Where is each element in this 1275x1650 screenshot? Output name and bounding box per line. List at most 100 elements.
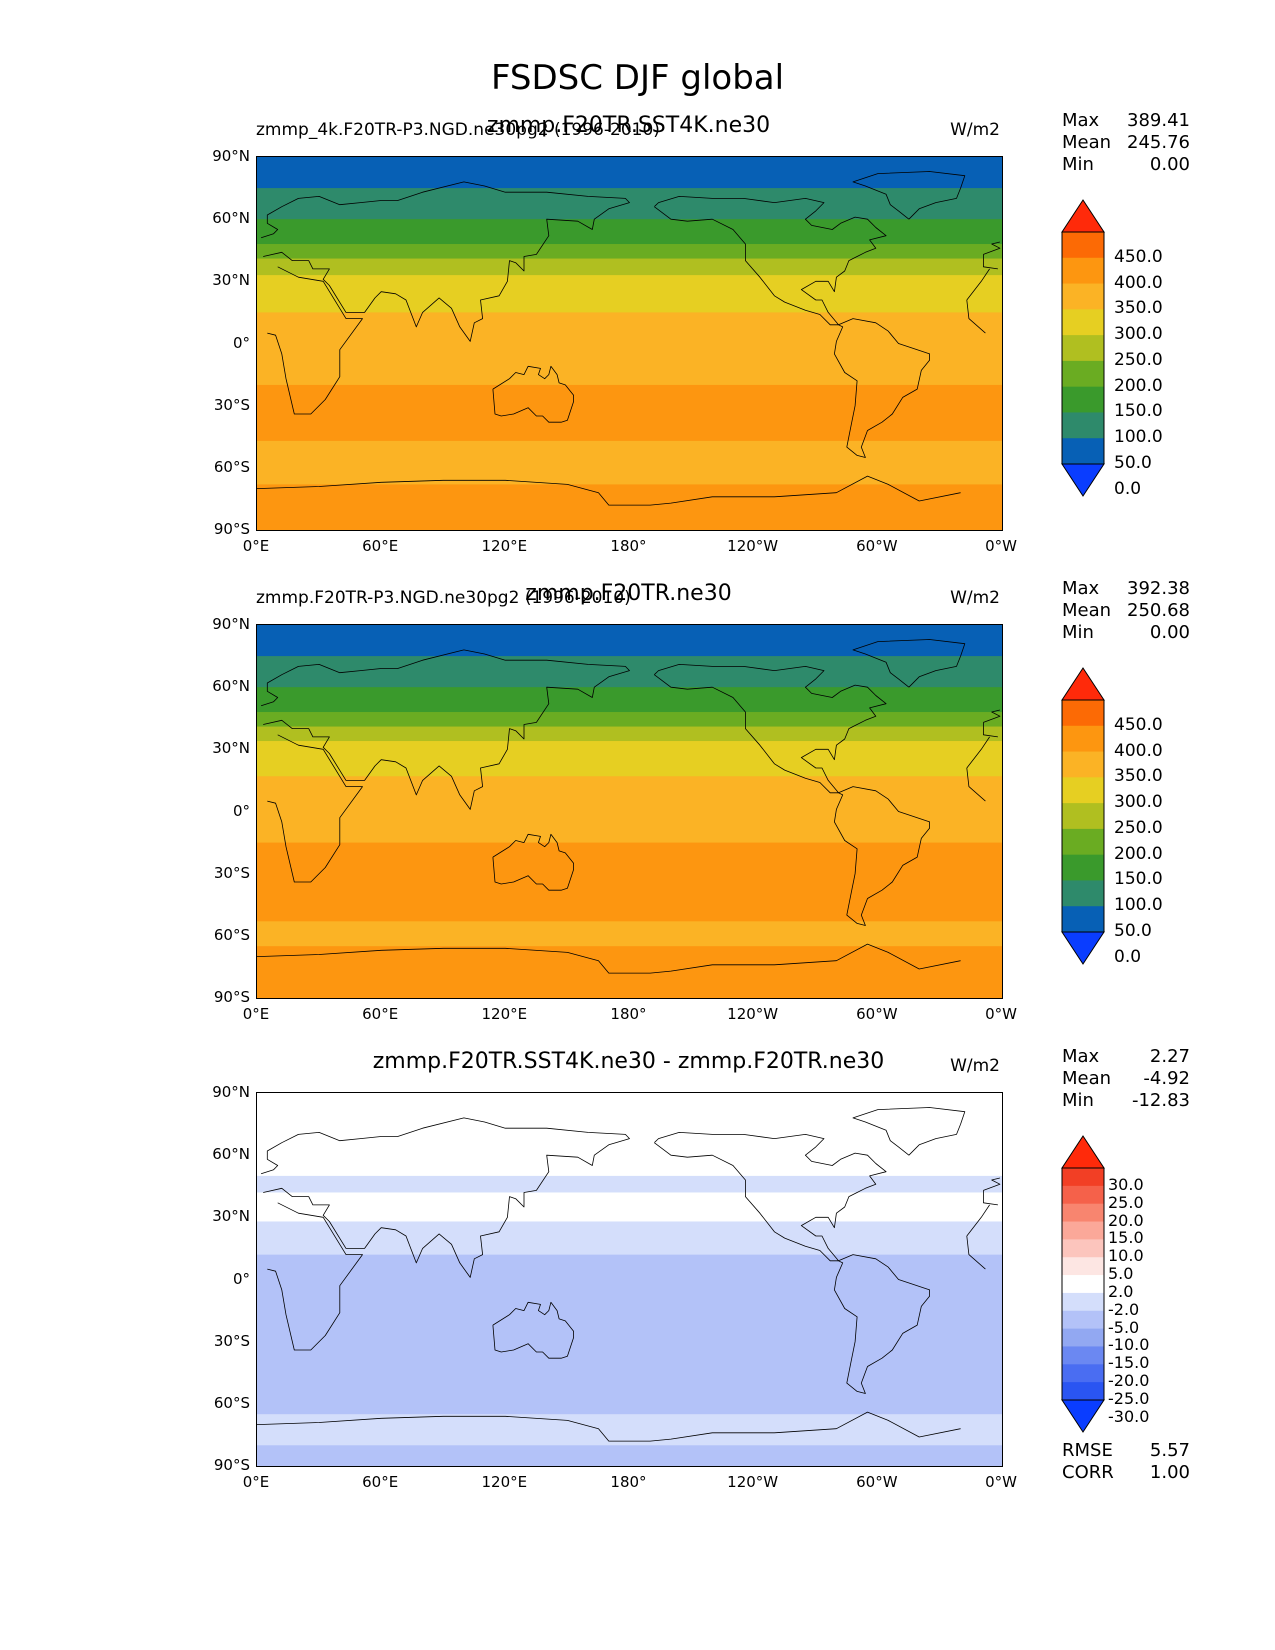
- coastline-eurasia: [260, 181, 1001, 342]
- lon-tick-label: 120°E: [481, 1473, 528, 1491]
- colorbar-segment: [1062, 700, 1104, 727]
- lon-tick-label: 180°: [610, 1473, 647, 1491]
- colorbar-segment: [1062, 1257, 1104, 1276]
- coastline-antarctica: [257, 943, 961, 974]
- stat-label: Mean: [1062, 600, 1112, 621]
- colorbar-tick-label: 350.0: [1114, 298, 1163, 319]
- coastline-australia: [492, 365, 574, 423]
- colorbar-tick-label: 400.0: [1114, 272, 1163, 293]
- colorbar-segment: [1062, 906, 1104, 933]
- map-canvas: [257, 625, 1002, 998]
- colorbar-extend-max: [1061, 667, 1105, 701]
- metric-value: 1.00: [1149, 1462, 1190, 1483]
- figure-title: FSDSC DJF global: [490, 58, 785, 98]
- colorbar-tick-label: 100.0: [1114, 895, 1163, 916]
- colorbar-tick-label: 50.0: [1114, 453, 1152, 473]
- colorbar-segment: [1062, 283, 1104, 310]
- map-plot-area: [256, 1092, 1003, 1467]
- colorbar-tick-label: 250.0: [1114, 817, 1163, 838]
- contour-band: [257, 188, 1002, 220]
- colorbar-tick-label: -10.0: [1108, 1335, 1150, 1355]
- panel-title: zmmp.F20TR.SST4K.ne30 - zmmp.F20TR.ne30: [372, 1049, 885, 1074]
- coastline-antarctica: [257, 475, 961, 506]
- colorbar-extend-max: [1061, 1135, 1105, 1169]
- stat-value: 0.00: [1149, 154, 1190, 175]
- lat-tick-label: 60°S: [213, 925, 250, 944]
- colorbar-tick-label: 0.0: [1114, 478, 1142, 499]
- stat-label: Min: [1062, 1090, 1094, 1111]
- colorbar-segment: [1062, 360, 1104, 388]
- colorbar-segment: [1062, 854, 1104, 881]
- lat-tick-label: 30°S: [213, 395, 250, 414]
- panel-left-label: zmmp.F20TR-P3.NGD.ne30pg2 (1996-2010): [256, 588, 631, 608]
- colorbar-frame: [1061, 699, 1105, 933]
- colorbar-tick-label: 100.0: [1114, 427, 1163, 448]
- lon-tick-label: 0°W: [985, 1005, 1017, 1023]
- colorbar-segment: [1062, 309, 1104, 336]
- coastline-greenland: [852, 639, 966, 688]
- colorbar-extend-min: [1061, 1399, 1105, 1433]
- colorbar-segment: [1062, 1292, 1104, 1312]
- lat-tick-label: 90°N: [212, 1083, 250, 1101]
- colorbar-segment: [1062, 232, 1104, 259]
- colorbar-extend-min: [1061, 463, 1105, 497]
- colorbar-segment: [1062, 1346, 1104, 1365]
- lat-tick-label: 90°S: [213, 520, 250, 538]
- lon-tick-label: 60°E: [362, 1005, 399, 1023]
- lat-tick-label: 30°N: [212, 271, 250, 290]
- stat-label: Mean: [1062, 1068, 1112, 1089]
- colorbar-segment: [1062, 1382, 1104, 1401]
- contour-band: [257, 776, 1002, 844]
- map-plot-area: [256, 624, 1003, 999]
- colorbar-tick-label: 150.0: [1114, 401, 1163, 422]
- contour-band: [257, 1445, 1002, 1466]
- contour-band: [257, 1221, 1002, 1256]
- lon-tick-label: 120°W: [727, 537, 779, 555]
- lon-tick-label: 0°E: [242, 1473, 270, 1491]
- coastline-antarctica: [257, 1411, 961, 1442]
- colorbar-tick-label: -5.0: [1108, 1317, 1140, 1337]
- map-canvas: [257, 1093, 1002, 1466]
- colorbar-frame: [1061, 231, 1105, 465]
- coastline-north-america: [654, 664, 887, 794]
- units-label: W/m2: [950, 588, 1000, 608]
- colorbar-segment: [1062, 725, 1104, 753]
- lon-tick-label: 0°W: [985, 1473, 1017, 1491]
- lat-tick-label: 30°S: [213, 863, 250, 882]
- colorbar-segment: [1062, 412, 1104, 439]
- lat-tick-label: 30°N: [212, 1207, 250, 1226]
- coastline-africa: [267, 1202, 990, 1351]
- colorbar-tick-label: -2.0: [1108, 1299, 1140, 1319]
- contour-band: [257, 842, 1002, 922]
- colorbar: [1061, 667, 1105, 965]
- colorbar-segment: [1062, 335, 1104, 362]
- colorbar-segment: [1062, 257, 1104, 285]
- lon-tick-label: 60°E: [362, 1473, 399, 1491]
- coastline-greenland: [852, 171, 966, 220]
- contour-band: [257, 1093, 1002, 1177]
- panel-title: zmmp.F20TR.SST4K.ne30: [486, 113, 771, 138]
- stat-label: Mean: [1062, 132, 1112, 153]
- colorbar-tick-label: -20.0: [1108, 1371, 1150, 1391]
- colorbar-extend-min: [1061, 931, 1105, 965]
- coastline-eurasia: [260, 1117, 1001, 1278]
- lon-tick-label: 0°W: [985, 537, 1017, 555]
- colorbar-segment: [1062, 880, 1104, 907]
- coastline-africa: [267, 734, 990, 883]
- stat-value: 0.00: [1149, 622, 1190, 643]
- colorbar-tick-label: 10.0: [1108, 1246, 1144, 1266]
- contour-band: [257, 741, 1002, 777]
- colorbar: [1061, 1135, 1105, 1433]
- colorbar-tick-label: 400.0: [1114, 740, 1163, 761]
- colorbar-tick-label: 350.0: [1114, 766, 1163, 787]
- coastline-north-america: [654, 196, 887, 326]
- lat-tick-label: 90°S: [213, 988, 250, 1006]
- colorbar-segment: [1062, 828, 1104, 856]
- colorbar-segment: [1062, 438, 1104, 465]
- contour-band: [257, 1192, 1002, 1223]
- map-panel-2: zmmp.F20TR-P3.NGD.ne30pg2 (1996-2010) zm…: [0, 578, 1275, 1038]
- lat-tick-label: 0°: [232, 333, 250, 352]
- colorbar-tick-label: -25.0: [1108, 1389, 1150, 1408]
- coastline-eurasia: [260, 649, 1001, 810]
- stat-value: 250.68: [1127, 600, 1190, 621]
